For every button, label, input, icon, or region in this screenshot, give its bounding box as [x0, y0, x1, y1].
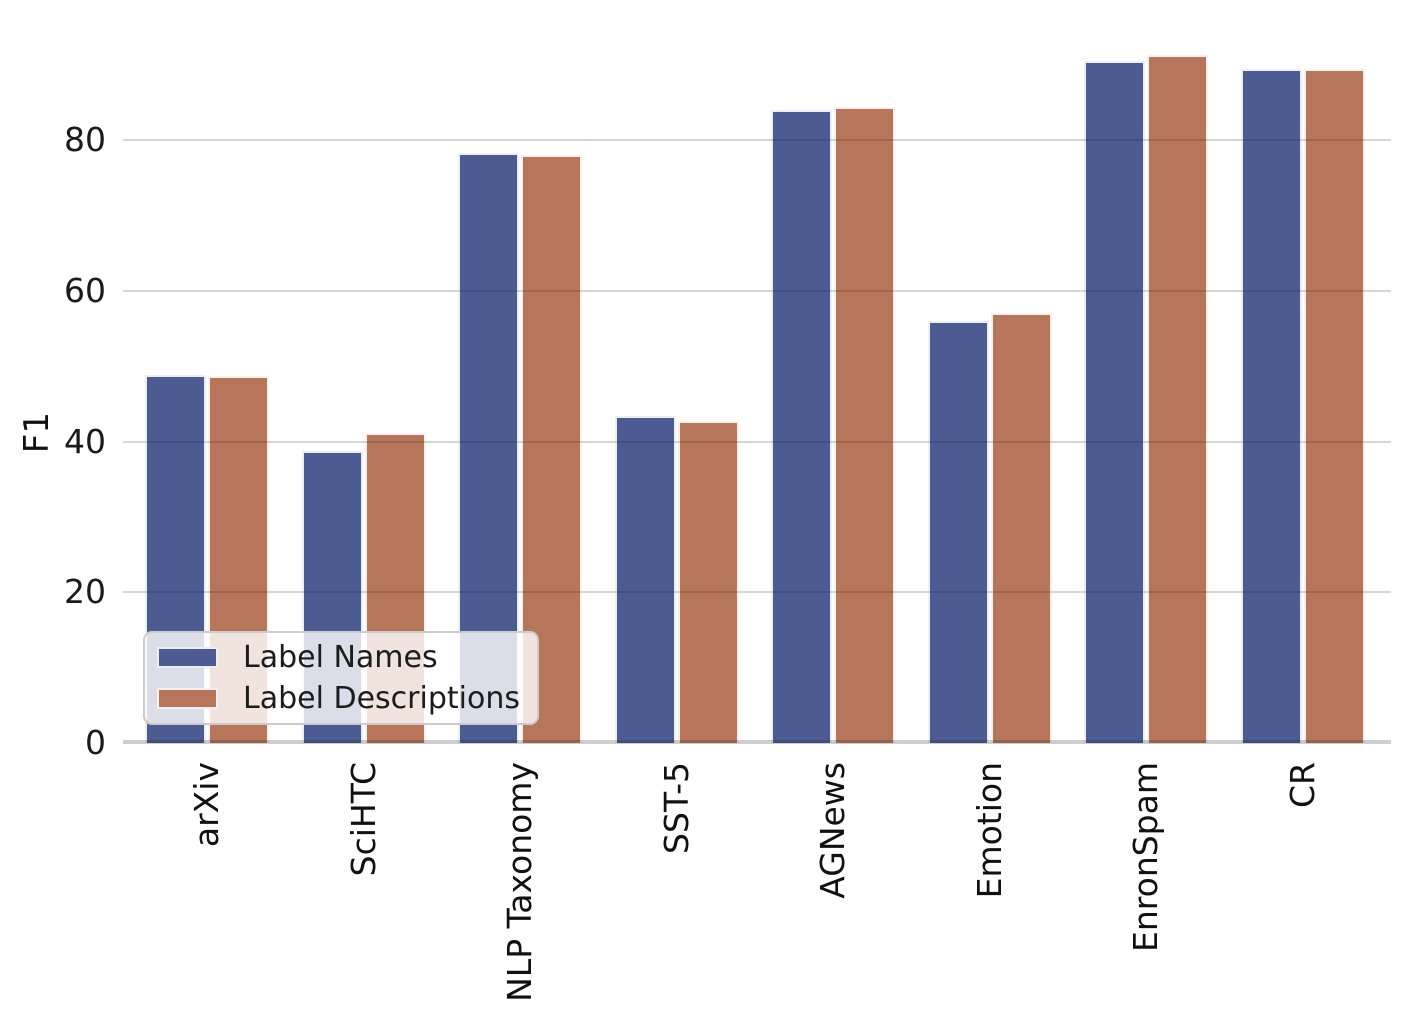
bar-agnews-names — [771, 110, 832, 743]
y-tick-label-20: 20 — [64, 572, 106, 611]
bar-cr-descriptions — [1304, 69, 1365, 743]
x-tick-label-nlp-taxonomy: NLP Taxonomy — [500, 762, 539, 1002]
legend-swatch-label-names-icon — [157, 647, 218, 668]
legend-label: Label Descriptions — [243, 681, 520, 716]
gridline-y-60 — [123, 290, 1391, 292]
y-tick-label-80: 80 — [64, 120, 106, 159]
bar-emotion-names — [928, 321, 989, 743]
plot-area: Label Names Label Descriptions — [123, 0, 1391, 744]
bar-enronspam-descriptions — [1147, 55, 1208, 743]
bar-cr-names — [1241, 69, 1302, 743]
y-tick-label-0: 0 — [85, 723, 106, 762]
legend-swatch-label-descriptions-icon — [157, 688, 218, 709]
x-tick-label-scihtc: SciHTC — [344, 762, 383, 877]
y-tick-label-40: 40 — [64, 422, 106, 461]
legend: Label Names Label Descriptions — [143, 631, 539, 725]
bar-sst-5-names — [615, 416, 676, 743]
x-tick-label-sst-5: SST-5 — [657, 762, 696, 854]
bar-enronspam-names — [1084, 61, 1145, 743]
x-tick-label-agnews: AGNews — [813, 762, 852, 899]
bar-sst-5-descriptions — [678, 421, 739, 743]
legend-entry-label-names: Label Names — [157, 637, 537, 678]
gridline-y-20 — [123, 591, 1391, 593]
x-tick-label-emotion: Emotion — [970, 762, 1009, 899]
bar-emotion-descriptions — [991, 313, 1052, 743]
x-axis-line — [123, 740, 1391, 744]
x-tick-label-arxiv: arXiv — [187, 762, 226, 848]
gridline-y-80 — [123, 139, 1391, 141]
x-tick-label-enronspam: EnronSpam — [1126, 762, 1165, 952]
legend-label: Label Names — [243, 640, 438, 675]
legend-entry-label-descriptions: Label Descriptions — [157, 678, 537, 719]
y-tick-label-60: 60 — [64, 271, 106, 310]
gridline-y-40 — [123, 441, 1391, 443]
x-tick-label-cr: CR — [1283, 762, 1322, 808]
bar-agnews-descriptions — [834, 107, 895, 743]
